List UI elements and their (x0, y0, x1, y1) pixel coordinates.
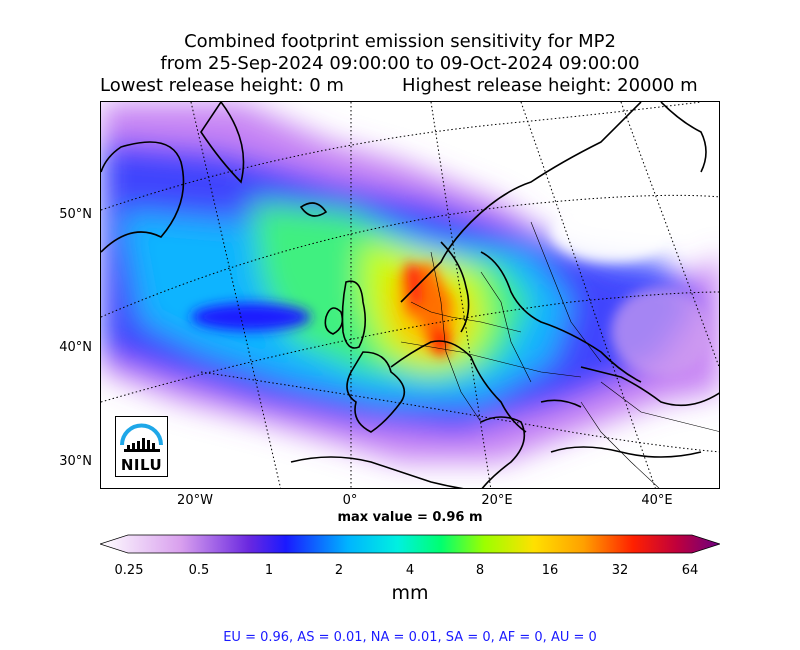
nilu-logo-text: NILU (120, 456, 163, 474)
colorbar-tick-2: 2 (334, 563, 344, 578)
colorbar-tick-32: 32 (611, 563, 629, 578)
colorbar-tick-16: 16 (541, 563, 559, 578)
colorbar-tick-0.5: 0.5 (188, 563, 210, 578)
colorbar (100, 534, 720, 554)
colorbar-unit: mm (391, 582, 429, 604)
colorbar-tick-0.25: 0.25 (114, 563, 144, 578)
lowest-release-height: Lowest release height: 0 m (100, 75, 344, 96)
lon-label-20w: 20°W (177, 493, 213, 508)
colorbar-tick-4: 4 (405, 563, 415, 578)
max-value-label: max value = 0.96 m (337, 510, 483, 525)
lon-label-40e: 40°E (641, 493, 673, 508)
plot-title-line2: from 25-Sep-2024 09:00:00 to 09-Oct-2024… (160, 53, 640, 74)
colorbar-tick-1: 1 (264, 563, 274, 578)
lon-label-20e: 20°E (481, 493, 513, 508)
country-borders (400, 221, 719, 488)
colorbar-tick-8: 8 (475, 563, 485, 578)
footprint-map (100, 101, 720, 489)
nilu-logo-icon (120, 423, 163, 452)
lon-label-0: 0° (342, 493, 358, 508)
colorbar-tick-64: 64 (681, 563, 699, 578)
highest-release-height: Highest release height: 20000 m (402, 75, 698, 96)
region-totals: EU = 0.96, AS = 0.01, NA = 0.01, SA = 0,… (223, 630, 597, 645)
lat-label-50n: 50°N (59, 207, 92, 222)
lat-label-40n: 40°N (59, 340, 92, 355)
coastlines (101, 102, 719, 488)
nilu-logo: NILU (115, 416, 168, 477)
plot-title-line1: Combined footprint emission sensitivity … (184, 31, 616, 52)
lat-label-30n: 30°N (59, 454, 92, 469)
graticule (101, 102, 719, 488)
